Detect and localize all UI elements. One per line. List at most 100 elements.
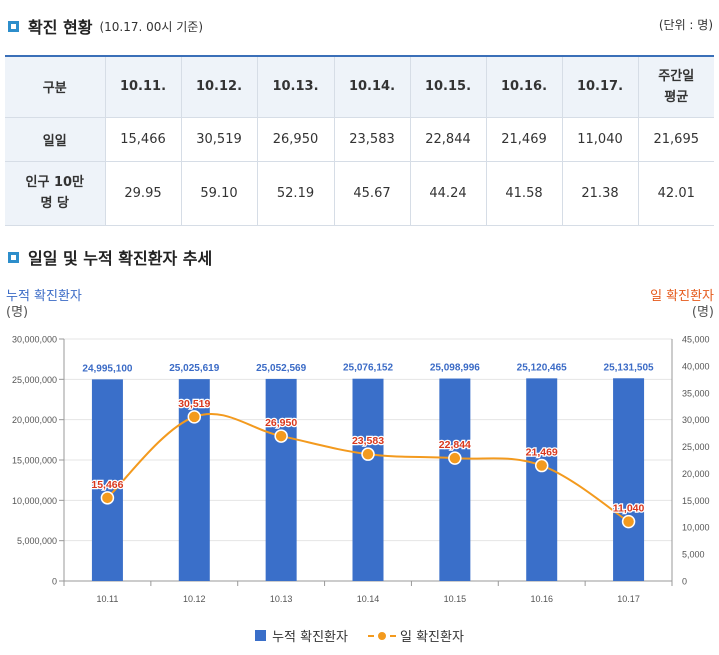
x-axis-tick-label: 10.12 [183, 594, 206, 604]
table-cell: 41.58 [485, 160, 563, 226]
x-axis-tick-label: 10.15 [444, 594, 467, 604]
table-cell: 30,519 [180, 116, 258, 162]
line-point [448, 451, 462, 465]
header-cell: 10.13. [256, 55, 335, 118]
left-axis-tick-label: 15,000,000 [12, 456, 57, 466]
legend-line-swatch [367, 630, 396, 642]
left-axis-tick-label: 5,000,000 [17, 536, 57, 546]
bar-data-label: 25,076,152 [343, 363, 393, 374]
right-axis-tick-label: 35,000 [682, 388, 710, 398]
left-axis-unit: (명) [6, 305, 29, 320]
right-axis-tick-label: 25,000 [682, 442, 710, 452]
left-axis-tick-label: 25,000,000 [12, 375, 57, 385]
line-point [100, 491, 115, 505]
header-cell: 10.14. [333, 55, 411, 118]
right-axis-title-text: 일 확진환자 [650, 289, 714, 304]
line-point [621, 514, 636, 529]
table-cell: 42.01 [637, 160, 714, 226]
header-cell: 10.11. [104, 55, 182, 118]
x-axis-tick-label: 10.13 [270, 594, 293, 604]
right-axis-tick-label: 40,000 [682, 361, 710, 371]
table-cell: 44.24 [409, 160, 487, 226]
header-cell: 10.17. [561, 55, 639, 118]
section-header-trend: 일일 및 누적 확진환자 추세 [8, 245, 212, 269]
left-axis-title: 누적 확진환자 (명) [6, 289, 82, 321]
right-axis-unit: (명) [691, 305, 714, 320]
bar [526, 378, 558, 581]
header-cell: 10.16. [485, 55, 563, 118]
left-axis-tick-label: 30,000,000 [12, 335, 57, 345]
table-cell: 59.10 [180, 160, 258, 226]
header-cell: 구분 [5, 55, 106, 118]
table-cell: 52.19 [256, 160, 335, 226]
bar [265, 378, 297, 581]
bar [352, 378, 384, 581]
legend-bar-label: 누적 확진환자 [272, 630, 348, 645]
header-cell: 주간일 평균 [637, 55, 714, 118]
bar-data-label: 25,120,465 [517, 362, 567, 373]
left-axis-tick-label: 20,000,000 [12, 415, 57, 425]
right-axis-tick-label: 0 [682, 577, 687, 587]
row-label: 일일 [5, 116, 106, 162]
right-axis-tick-label: 30,000 [682, 415, 710, 425]
bar-data-label: 25,052,569 [256, 363, 306, 374]
line-data-label: 26,950 [265, 417, 297, 429]
right-axis-tick-label: 5,000 [682, 550, 705, 560]
section-title: 확진 현황 [28, 18, 93, 37]
unit-label: (단위 : 명) [658, 18, 713, 32]
bar [91, 379, 123, 581]
x-axis-tick-label: 10.17 [617, 594, 640, 604]
table-cell: 22,844 [409, 116, 487, 162]
left-axis-tick-label: 0 [52, 577, 57, 587]
section-subtitle: (10.17. 00시 기준) [99, 19, 204, 34]
section-title: 일일 및 누적 확진환자 추세 [28, 249, 213, 268]
line-data-label: 30,519 [178, 398, 210, 410]
line-data-label: 15,466 [91, 479, 123, 491]
line-data-label: 23,583 [352, 435, 384, 447]
bar [439, 378, 471, 581]
row-label: 인구 10만 명 당 [5, 160, 106, 226]
left-axis-tick-label: 10,000,000 [12, 496, 57, 506]
table-row: 일일 15,466 30,519 26,950 23,583 22,844 21… [5, 116, 714, 162]
table-row: 인구 10만 명 당 29.95 59.10 52.19 45.67 44.24… [5, 160, 714, 226]
line-point [274, 429, 288, 443]
legend-line-label: 일 확진환자 [399, 630, 464, 645]
right-axis-tick-label: 10,000 [682, 523, 710, 533]
line-data-label: 22,844 [439, 439, 471, 451]
table-cell: 23,583 [333, 116, 411, 162]
table-header-row: 구분 10.11. 10.12. 10.13. 10.14. 10.15. 10… [5, 55, 714, 118]
x-axis-tick-label: 10.11 [96, 594, 118, 604]
table-cell: 21.38 [561, 160, 639, 226]
table-cell: 45.67 [333, 160, 411, 226]
bar-data-label: 25,025,619 [169, 363, 219, 374]
section-header-status: 확진 현황 (10.17. 00시 기준) [8, 14, 203, 38]
line-data-label: 11,040 [613, 503, 645, 515]
bar-data-label: 24,995,100 [82, 363, 132, 374]
line-data-label: 21,469 [526, 447, 558, 459]
x-axis-tick-label: 10.14 [357, 594, 380, 604]
legend-bar-swatch [255, 630, 267, 641]
legend-item-bar: 누적 확진환자 [255, 626, 348, 645]
table-cell: 15,466 [104, 116, 182, 162]
table-cell: 11,040 [561, 116, 639, 162]
table-cell: 26,950 [256, 116, 335, 162]
bar-data-label: 25,098,996 [430, 363, 480, 374]
right-axis-tick-label: 20,000 [682, 469, 710, 479]
header-cell: 10.15. [409, 55, 487, 118]
right-axis-tick-label: 45,000 [682, 335, 710, 345]
x-axis-tick-label: 10.16 [530, 594, 553, 604]
bar [613, 378, 645, 581]
right-axis-tick-label: 15,000 [682, 496, 710, 506]
square-bullet-icon [8, 20, 19, 32]
legend-item-line: 일 확진환자 [367, 626, 464, 645]
square-bullet-icon [8, 251, 19, 263]
bar-data-label: 25,131,505 [604, 362, 654, 373]
chart-legend: 누적 확진환자 일 확진환자 [0, 626, 719, 645]
line-point [187, 410, 202, 424]
line-point [361, 447, 375, 461]
table-cell: 21,695 [637, 116, 714, 162]
table-cell: 21,469 [485, 116, 563, 162]
right-axis-title: 일 확진환자 (명) [650, 289, 714, 321]
table-cell: 29.95 [104, 160, 182, 226]
status-table: 구분 10.11. 10.12. 10.13. 10.14. 10.15. 10… [5, 55, 714, 226]
